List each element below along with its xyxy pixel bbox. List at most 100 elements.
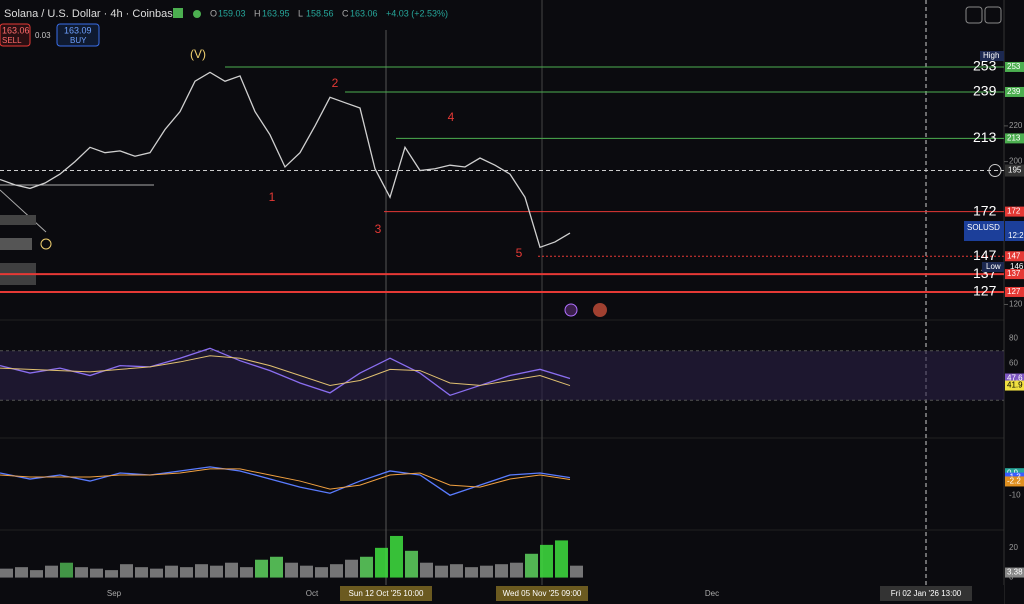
volume-bar xyxy=(270,556,283,578)
ohlc-value: 163.06 xyxy=(350,8,378,18)
rsi-ma-line xyxy=(0,355,571,387)
macd-badge xyxy=(1005,476,1024,487)
rsi-badge-label: 41.9 xyxy=(1007,381,1023,390)
volume-bar xyxy=(390,535,403,578)
buy-price: 163.09 xyxy=(64,25,92,35)
status-dot xyxy=(193,10,201,18)
time-cursor-label: Fri 02 Jan '26 13:00 xyxy=(891,589,962,598)
volume-bar xyxy=(225,562,238,578)
volume-bar xyxy=(240,567,253,578)
crosshair-label: 195 xyxy=(1008,166,1022,175)
symbol-title: Solana / U.S. Dollar · 4h · Coinbase xyxy=(4,8,179,20)
time-cursor-badge xyxy=(880,586,972,601)
level-label: 147 xyxy=(973,247,997,263)
volume-bar xyxy=(75,567,88,578)
level-badge-label: 213 xyxy=(1007,134,1021,143)
wave-label: 5 xyxy=(516,246,523,260)
level-badge xyxy=(1005,269,1024,280)
volume-bar xyxy=(135,567,148,578)
y-tick-label: 120 xyxy=(1009,300,1023,309)
crosshair-badge xyxy=(1005,164,1024,177)
volume-bar xyxy=(15,567,28,578)
level-badge xyxy=(1005,61,1024,72)
sell-button[interactable] xyxy=(0,23,31,47)
volume-bar xyxy=(315,567,328,578)
price-line xyxy=(0,71,571,249)
volume-bar xyxy=(540,544,553,578)
volume-bar xyxy=(120,564,133,578)
volume-bar xyxy=(525,553,538,578)
ohlc-label: C xyxy=(342,8,349,18)
sell-price: 163.06 xyxy=(2,25,30,35)
low-value: 146 xyxy=(1010,262,1024,271)
drawn-line xyxy=(0,189,47,233)
drawn-box xyxy=(0,238,32,250)
time-cursor-label: Sun 12 Oct '25 10:00 xyxy=(349,589,424,598)
wave-label: 4 xyxy=(448,110,455,124)
volume-bar xyxy=(495,564,508,578)
level-badge xyxy=(1005,286,1024,297)
volume-bar xyxy=(300,565,313,578)
volume-bar xyxy=(360,556,373,578)
volume-bar xyxy=(435,565,448,578)
sell-label: SELL xyxy=(2,36,22,45)
level-badge-label: 127 xyxy=(1007,287,1021,296)
level-badge xyxy=(1005,86,1024,97)
ohlc-value: 159.03 xyxy=(218,8,246,18)
wave-label: 3 xyxy=(375,222,382,236)
volume-bar xyxy=(45,565,58,578)
rsi-tick-label: 80 xyxy=(1009,334,1018,343)
volume-bar xyxy=(180,567,193,578)
ohlc-label: O xyxy=(210,8,217,18)
download-button[interactable] xyxy=(965,6,983,24)
volume-badge-label: 3.38 xyxy=(1007,568,1023,577)
volume-bar xyxy=(90,568,103,578)
level-badge-label: 137 xyxy=(1007,269,1021,278)
volume-bar xyxy=(60,562,73,578)
price-badge xyxy=(1005,221,1024,241)
level-label: 172 xyxy=(973,202,997,218)
volume-bar xyxy=(210,565,223,578)
volume-bar xyxy=(150,568,163,578)
level-label: 253 xyxy=(973,58,997,74)
time-cursor-badge xyxy=(340,586,432,601)
volume-bar xyxy=(285,562,298,578)
rsi-badge xyxy=(1005,373,1024,384)
volume-bar xyxy=(510,562,523,578)
symbol-badge xyxy=(964,221,1004,241)
low-badge xyxy=(982,262,1004,272)
time-cursor-label: Wed 05 Nov '25 09:00 xyxy=(503,589,582,598)
ohlc-label: H xyxy=(254,8,261,18)
spread: 0.03 xyxy=(35,31,51,40)
y-tick-label: 220 xyxy=(1009,121,1023,130)
volume-bar xyxy=(450,564,463,578)
event-icon[interactable] xyxy=(593,303,607,317)
symbol-label: SOLUSD xyxy=(967,223,1000,232)
buy-label: BUY xyxy=(70,36,87,45)
refresh-button[interactable] xyxy=(984,6,1002,24)
ohlc-label: L xyxy=(298,8,303,18)
rsi-line xyxy=(0,347,571,397)
level-badge-label: 239 xyxy=(1007,87,1021,96)
high-label: High xyxy=(983,51,999,60)
buy-button[interactable] xyxy=(56,23,100,47)
volume-bar xyxy=(345,559,358,578)
signal-line xyxy=(0,468,571,490)
flag-icon[interactable] xyxy=(173,8,183,18)
level-badge xyxy=(1005,133,1024,144)
event-icon[interactable] xyxy=(564,303,578,317)
add-alert-button[interactable] xyxy=(988,164,1002,178)
rsi-tick-label: 60 xyxy=(1009,358,1018,367)
countdown: 12:2 xyxy=(1008,231,1024,240)
volume-bar xyxy=(375,547,388,578)
level-label: 127 xyxy=(973,283,997,299)
rsi-badge xyxy=(1005,380,1024,391)
low-label: Low xyxy=(986,262,1001,271)
volume-bar xyxy=(165,565,178,578)
level-badge-label: 147 xyxy=(1007,251,1021,260)
volume-bar xyxy=(405,550,418,578)
volume-bar xyxy=(480,565,493,578)
macd-badge-label: -2.2 xyxy=(1007,477,1021,486)
